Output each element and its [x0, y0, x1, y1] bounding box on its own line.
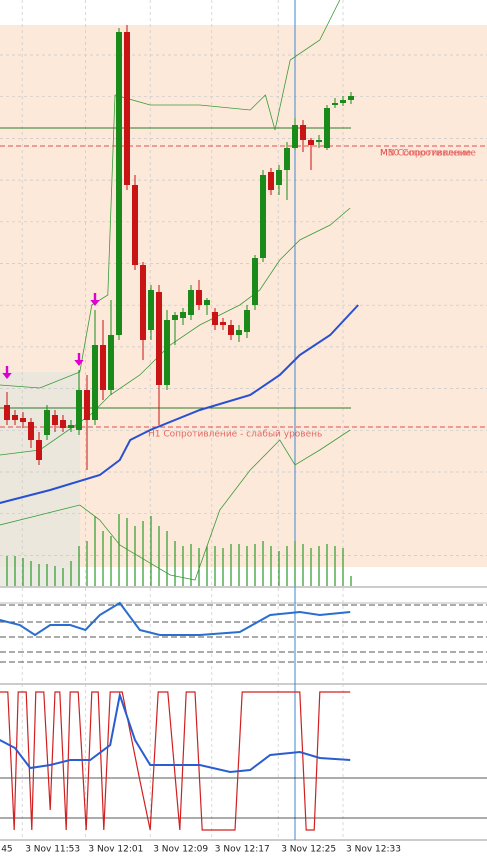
- candle-body: [340, 100, 346, 103]
- candle-body: [52, 415, 58, 425]
- shaded-zone: [0, 372, 80, 586]
- candle-body: [324, 108, 330, 148]
- level-label: MN Сопротивление: [380, 149, 472, 159]
- x-tick-label: 3 Nov 12:25: [281, 845, 336, 855]
- candle-body: [268, 172, 274, 190]
- line-series: [0, 601, 351, 637]
- level-label: M30 Сопротивление: [380, 149, 476, 159]
- candle-body: [164, 320, 170, 385]
- candle-body: [4, 405, 10, 420]
- candle-body: [132, 185, 138, 265]
- candle-body: [196, 290, 202, 305]
- x-tick-label: 3 Nov 11:53: [25, 845, 80, 855]
- candle-body: [76, 390, 82, 430]
- candle-body: [348, 96, 354, 100]
- candle-body: [148, 290, 154, 330]
- candle-body: [220, 322, 226, 325]
- candle-body: [332, 103, 338, 105]
- x-tick-label: 3 Nov 12:09: [153, 845, 208, 855]
- line-series: [0, 691, 351, 831]
- x-tick-label: 3 Nov 12:17: [215, 845, 270, 855]
- candle-body: [260, 175, 266, 258]
- candle-body: [212, 312, 218, 325]
- candle-body: [204, 300, 210, 305]
- x-tick-label: 45: [1, 845, 12, 855]
- candle-body: [156, 292, 162, 385]
- candle-body: [172, 315, 178, 320]
- candle-body: [284, 148, 290, 170]
- candle-body: [292, 125, 298, 148]
- chart-background: [0, 25, 487, 567]
- candle-body: [180, 312, 186, 318]
- level-label: H1 Сопротивление - слабый уровень: [148, 430, 322, 440]
- candle-body: [84, 390, 90, 420]
- line-series: [0, 207, 351, 456]
- signal-arrow: [2, 366, 12, 379]
- candle-body: [228, 325, 234, 335]
- candle-body: [116, 32, 122, 335]
- candle-body: [308, 140, 314, 145]
- candle-body: [316, 140, 322, 142]
- candle-body: [36, 440, 42, 460]
- candle-body: [92, 345, 98, 420]
- candle-body: [188, 290, 194, 315]
- candle-body: [60, 420, 66, 428]
- line-series: [0, 429, 351, 581]
- candle-body: [100, 345, 106, 390]
- candle-body: [44, 410, 50, 435]
- line-series: [0, 304, 359, 504]
- x-tick-label: 3 Nov 12:01: [88, 845, 143, 855]
- candle-body: [252, 258, 258, 305]
- candle-body: [124, 32, 130, 185]
- signal-arrow: [90, 293, 100, 306]
- signal-arrow: [74, 353, 84, 366]
- line-series: [0, 691, 351, 774]
- candle-body: [108, 335, 114, 390]
- candle-body: [68, 425, 74, 428]
- candle-body: [140, 265, 146, 340]
- candle-body: [236, 330, 242, 335]
- candle-body: [244, 310, 250, 332]
- candle-body: [28, 422, 34, 440]
- candle-body: [12, 415, 18, 420]
- x-tick-label: 3 Nov 12:33: [346, 845, 401, 855]
- candle-body: [300, 125, 306, 140]
- candle-body: [20, 418, 26, 422]
- candle-body: [276, 170, 282, 185]
